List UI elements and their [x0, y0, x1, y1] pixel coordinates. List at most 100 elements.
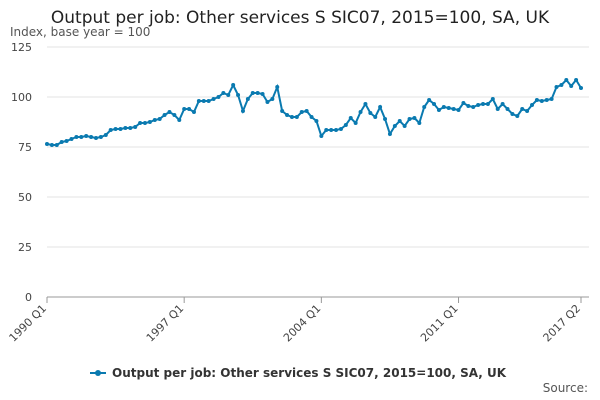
data-point [206, 99, 211, 103]
data-point [490, 97, 495, 101]
data-point [539, 99, 544, 103]
data-point [515, 114, 520, 118]
data-point [98, 135, 103, 139]
y-tick-label: 50 [18, 191, 32, 204]
data-point [265, 100, 270, 104]
data-point [231, 83, 236, 87]
data-point [118, 127, 123, 131]
legend-label: Output per job: Other services S SIC07, … [112, 366, 507, 380]
data-point [201, 99, 206, 103]
data-point [147, 120, 152, 124]
data-point [236, 93, 241, 97]
data-point [108, 128, 113, 132]
series-line [46, 78, 582, 146]
data-point [221, 91, 226, 95]
data-point [285, 113, 290, 117]
data-point [554, 85, 559, 89]
data-point [383, 117, 388, 121]
data-point [505, 107, 510, 111]
data-point [309, 115, 314, 119]
data-point [177, 118, 182, 122]
legend-marker [95, 370, 101, 376]
data-point [93, 136, 98, 140]
data-point [338, 127, 343, 131]
data-point [343, 123, 348, 127]
data-point [260, 92, 265, 96]
data-point [187, 107, 192, 111]
data-point [245, 97, 250, 101]
data-point [569, 84, 574, 88]
data-point [510, 112, 515, 116]
data-point [196, 99, 201, 103]
data-point [329, 128, 334, 132]
data-point [392, 124, 397, 128]
data-point [294, 115, 299, 119]
data-point [525, 109, 530, 113]
data-point [373, 115, 378, 119]
data-point [299, 110, 304, 114]
data-point [466, 104, 471, 108]
data-point [559, 83, 564, 87]
data-point [432, 102, 437, 106]
data-point [520, 107, 525, 111]
data-point [289, 115, 294, 119]
data-point [59, 140, 64, 144]
data-point [162, 113, 167, 117]
data-point [564, 78, 569, 82]
data-point [123, 126, 128, 130]
data-point [397, 119, 402, 123]
data-point [167, 110, 172, 114]
data-point [579, 86, 583, 90]
data-point [441, 105, 446, 109]
data-point [280, 109, 285, 113]
data-point [304, 109, 309, 113]
data-point [314, 119, 319, 123]
x-tick-label: 2011 Q1 [418, 302, 461, 345]
data-point [157, 117, 162, 121]
data-point [407, 117, 412, 121]
data-point [495, 107, 500, 111]
data-point [422, 105, 427, 109]
data-point [451, 107, 456, 111]
data-point [500, 102, 505, 106]
data-point [363, 102, 368, 106]
data-point [417, 121, 422, 125]
data-point [142, 121, 147, 125]
data-point [319, 134, 324, 138]
data-point [74, 135, 79, 139]
data-point [530, 103, 535, 107]
chart-title: Output per job: Other services S SIC07, … [51, 8, 550, 28]
data-point [54, 143, 59, 147]
y-tick-label: 25 [18, 241, 32, 254]
data-point [485, 102, 490, 106]
data-point [45, 142, 49, 146]
data-point [64, 139, 69, 143]
data-point [133, 125, 138, 129]
data-point [461, 101, 466, 105]
data-point [334, 128, 339, 132]
data-point [211, 97, 216, 101]
data-point [456, 108, 461, 112]
data-point [191, 110, 196, 114]
y-tick-label: 75 [18, 141, 32, 154]
source: Source: [543, 381, 588, 395]
y-tick-label: 125 [11, 41, 32, 54]
data-point [378, 105, 383, 109]
data-point [226, 93, 231, 97]
data-point [368, 111, 373, 115]
data-point [544, 98, 549, 102]
data-point [481, 102, 486, 106]
data-point [427, 98, 432, 102]
x-tick-label: 1997 Q1 [144, 302, 187, 345]
data-point [138, 121, 143, 125]
data-point [69, 137, 74, 141]
data-point [270, 97, 275, 101]
data-point [172, 113, 177, 117]
y-tick-label: 0 [25, 291, 32, 304]
data-point [402, 124, 407, 128]
data-point [89, 135, 94, 139]
data-point [471, 105, 476, 109]
x-tick-label: 1990 Q1 [7, 302, 50, 345]
data-point [113, 127, 118, 131]
